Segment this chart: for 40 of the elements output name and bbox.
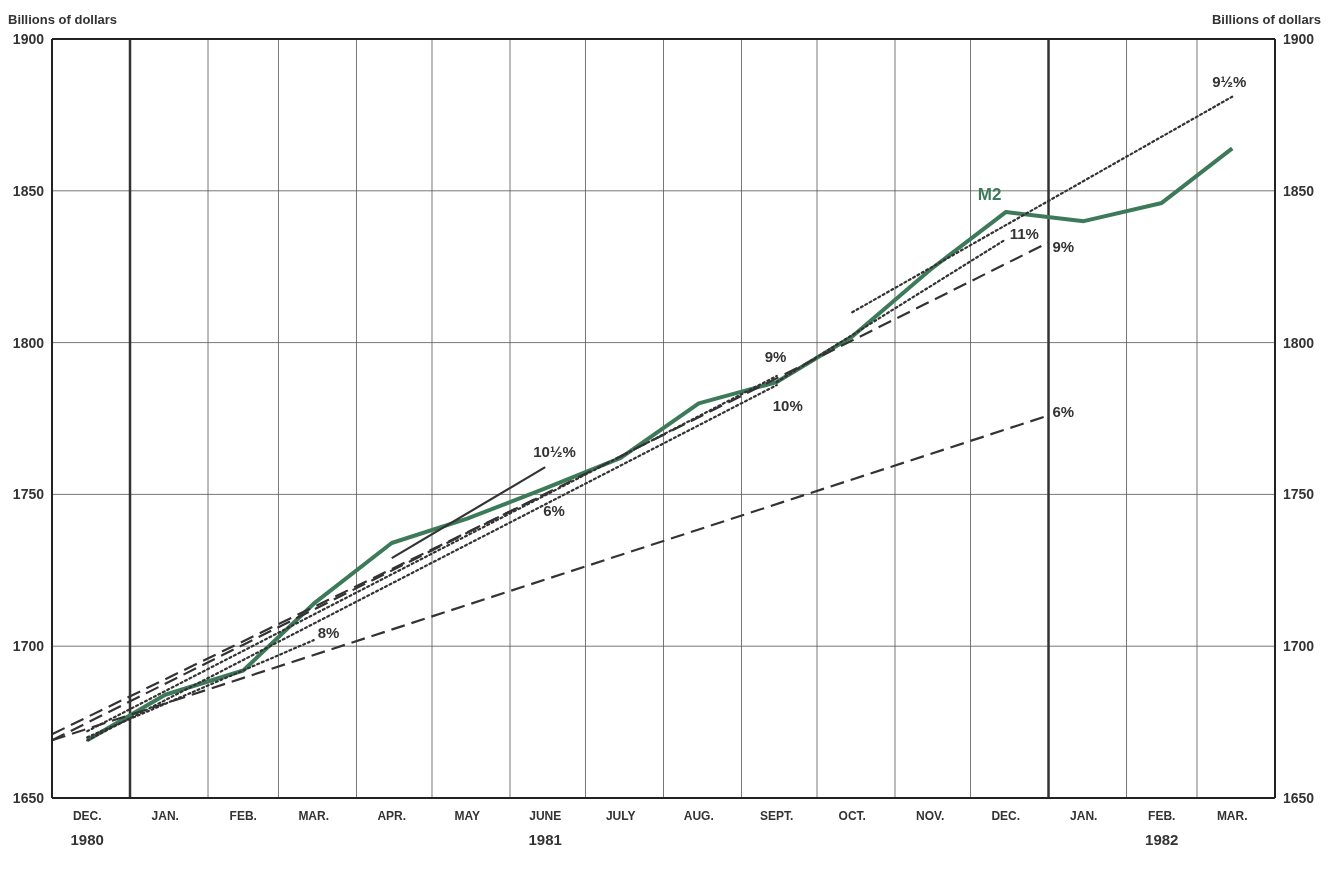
- series-label: 6%: [1052, 403, 1075, 421]
- y2-tick-label: 1700: [1283, 638, 1315, 655]
- x-tick-label: MAR.: [298, 809, 330, 823]
- y2-tick-label: 1900: [1283, 30, 1315, 47]
- y2-tick-label: 1850: [1283, 182, 1315, 199]
- x-tick-label: MAY: [454, 809, 481, 823]
- y-tick-label: 1800: [12, 334, 45, 351]
- x-tick-label: AUG.: [683, 809, 714, 823]
- y-tick-label: 1750: [12, 486, 45, 503]
- y-tick-label: 1850: [12, 182, 45, 199]
- x-tick-label: JAN.: [1070, 809, 1098, 823]
- series-label: 9½%: [1212, 72, 1247, 90]
- x-tick-label: OCT.: [838, 809, 866, 823]
- y-tick-label: 1900: [12, 30, 45, 47]
- series-label: 9%: [764, 348, 787, 365]
- series-label: 11%: [1009, 225, 1039, 243]
- x-tick-label: JUNE 1981: [528, 809, 562, 848]
- series-label: 10%: [772, 397, 803, 415]
- x-tick-label: JAN.: [151, 809, 179, 823]
- x-tick-label: MAR.: [1216, 809, 1248, 823]
- series-label: M2: [977, 185, 1002, 205]
- x-tick-label: DEC. 1980: [70, 809, 104, 848]
- y2-tick-label: 1750: [1283, 486, 1315, 503]
- x-tick-label: DEC.: [991, 809, 1021, 823]
- y2-axis-title: Billions of dollars: [1211, 12, 1321, 27]
- x-tick-label: FEB. 1982: [1145, 809, 1179, 848]
- x-tick-label: FEB.: [229, 809, 257, 823]
- x-tick-label: JULY: [605, 809, 636, 823]
- x-tick-label: APR.: [377, 809, 407, 823]
- x-tick-label: NOV.: [916, 809, 945, 823]
- y-tick-label: 1700: [12, 638, 45, 655]
- y-axis-title: Billions of dollars: [8, 12, 118, 27]
- series-label: 8%: [317, 624, 340, 642]
- x-tick-label: SEPT.: [760, 809, 794, 823]
- y2-tick-label: 1800: [1283, 334, 1315, 351]
- y2-tick-label: 1650: [1283, 789, 1315, 806]
- series-label: 9%: [1052, 238, 1075, 256]
- series-label: 6%: [543, 502, 565, 520]
- y-tick-label: 1650: [12, 789, 45, 806]
- series-label: 10½%: [533, 443, 576, 461]
